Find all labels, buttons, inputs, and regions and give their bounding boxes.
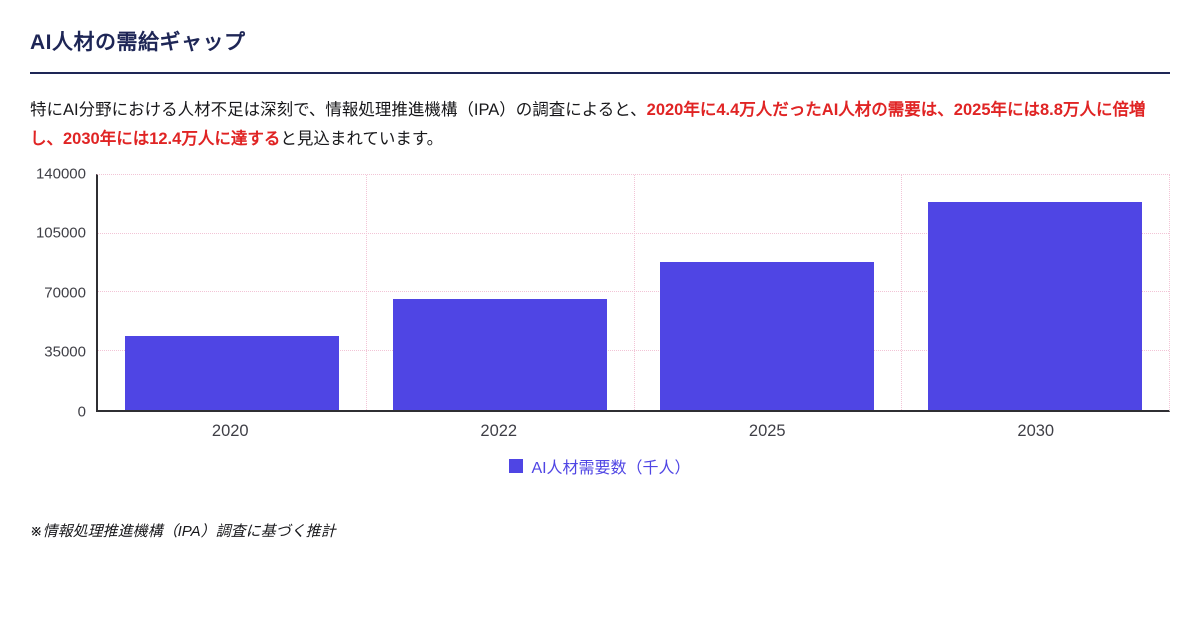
gridline-vertical bbox=[633, 174, 635, 410]
legend-swatch bbox=[509, 458, 524, 473]
bar-slot bbox=[634, 175, 902, 410]
chart-grid: 0 35000 70000 105000 140000 2020 2022 2025 2030 bbox=[30, 165, 1170, 446]
bar-2022 bbox=[392, 298, 607, 410]
footnote: ※情報処理推進機構（IPA）調査に基づく推計 bbox=[30, 522, 336, 540]
page-title: AI人材の需給ギャップ bbox=[30, 31, 246, 54]
x-tick-label: 2025 bbox=[748, 422, 786, 441]
gridline-vertical bbox=[901, 174, 903, 410]
bars-container bbox=[98, 175, 1169, 410]
body-text: 特にAI分野における人材不足は深刻で、情報処理推進機構（IPA）の調査によると、 bbox=[30, 101, 647, 119]
y-tick-label: 105000 bbox=[35, 224, 86, 242]
x-tick-label: 2022 bbox=[480, 422, 518, 441]
bar-2020 bbox=[124, 335, 339, 410]
y-tick-label: 140000 bbox=[35, 165, 86, 183]
body-text: と見込まれています。 bbox=[280, 129, 444, 148]
y-axis-labels: 0 35000 70000 105000 140000 bbox=[30, 165, 96, 420]
gridline-vertical bbox=[365, 174, 367, 410]
bar-2030 bbox=[928, 201, 1143, 410]
x-axis-labels: 2020 2022 2025 2030 bbox=[96, 412, 1170, 446]
x-tick-label: 2030 bbox=[1017, 422, 1055, 441]
legend-label: AI人材需要数（千人） bbox=[531, 459, 691, 477]
y-tick-label: 0 bbox=[77, 403, 86, 421]
y-tick-label: 35000 bbox=[44, 343, 86, 361]
plot-area bbox=[96, 173, 1170, 412]
bar-slot bbox=[98, 175, 366, 410]
bar-slot bbox=[366, 175, 634, 410]
bar-2025 bbox=[660, 262, 875, 410]
header: AI人材の需給ギャップ bbox=[30, 26, 1170, 74]
chart-legend: AI人材需要数（千人） bbox=[30, 454, 1170, 478]
bar-chart: 0 35000 70000 105000 140000 2020 2022 2025 2030… bbox=[30, 165, 1170, 478]
page: AI人材の需給ギャップ 特にAI分野における人材不足は深刻で、情報処理推進機構（… bbox=[30, 26, 1170, 540]
x-tick-label: 2020 bbox=[211, 422, 249, 441]
emphasis-text: 2020年に4.4万人だったAI人材の需要は、2025年には8.8万人に倍増し、… bbox=[30, 101, 1146, 148]
y-tick-label: 70000 bbox=[44, 284, 86, 302]
intro-paragraph: 特にAI分野における人材不足は深刻で、情報処理推進機構（IPA）の調査によると、… bbox=[30, 96, 1170, 154]
bar-slot bbox=[901, 175, 1169, 410]
